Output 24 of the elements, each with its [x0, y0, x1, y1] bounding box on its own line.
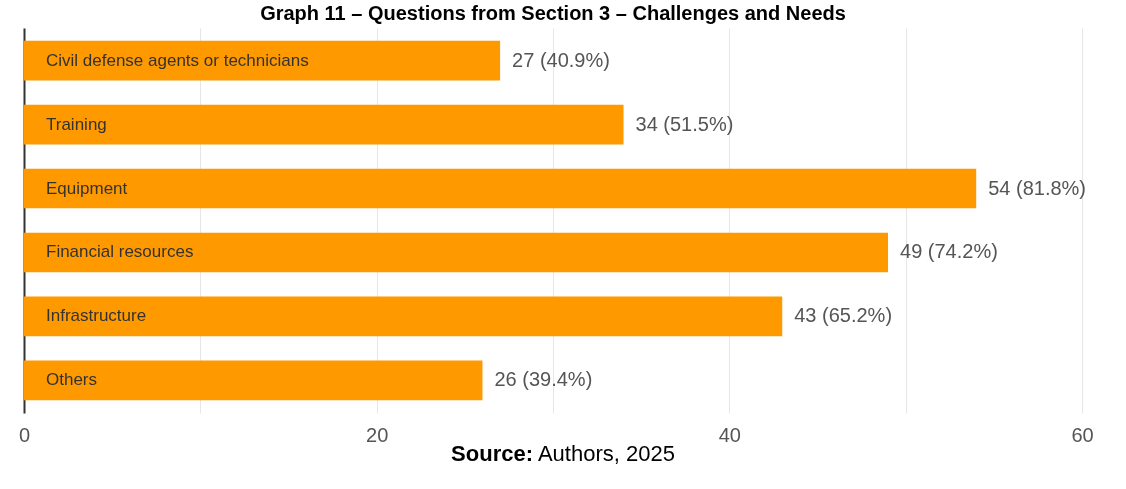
y-tick-label: Financial resources — [46, 242, 194, 262]
data-label: 43 (65.2%) — [794, 304, 893, 327]
data-label: 54 (81.8%) — [988, 176, 1087, 199]
y-tick-label: Training — [46, 114, 107, 134]
x-tick-label: 20 — [366, 423, 389, 446]
bar — [24, 360, 483, 401]
y-tick-label: Equipment — [46, 178, 128, 198]
x-tick-label: 60 — [1071, 423, 1094, 446]
y-tick-label: Infrastructure — [46, 306, 147, 326]
bar — [24, 40, 501, 81]
data-label: 26 (39.4%) — [494, 368, 593, 391]
chart-title: Graph 11 – Questions from Section 3 – Challenges and Needs — [260, 2, 846, 24]
bar — [24, 296, 783, 337]
x-tick-label: 40 — [718, 423, 741, 446]
bar — [24, 232, 889, 273]
data-label: 49 (74.2%) — [900, 240, 998, 263]
bar — [24, 104, 624, 145]
x-tick-label: 0 — [18, 423, 31, 446]
data-label: 34 (51.5%) — [635, 112, 734, 135]
source-note: Source: Authors, 2025 — [451, 441, 675, 466]
y-tick-label: Others — [46, 370, 98, 390]
y-tick-label: Civil defense agents or technicians — [46, 50, 309, 70]
data-label: 27 (40.9%) — [512, 48, 610, 71]
bar — [24, 168, 977, 209]
